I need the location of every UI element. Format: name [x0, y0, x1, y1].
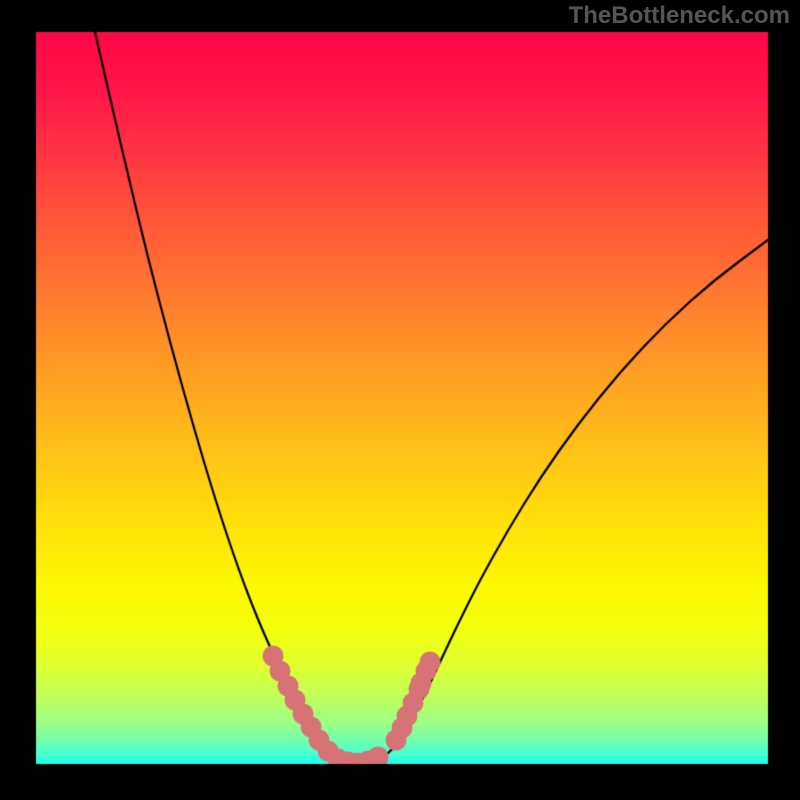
chart-container: TheBottleneck.com: [0, 0, 800, 800]
bottleneck-chart-canvas: [0, 0, 800, 800]
